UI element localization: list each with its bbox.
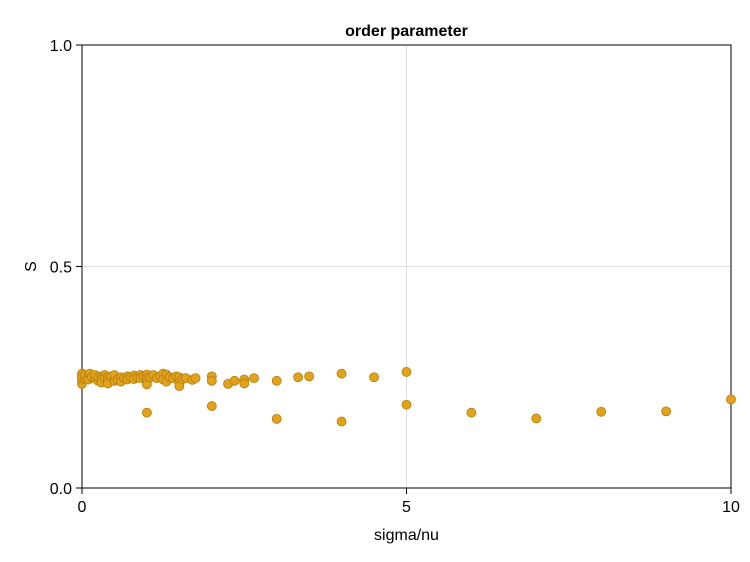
data-point bbox=[661, 406, 671, 417]
x-axis-label: sigma/nu bbox=[374, 527, 439, 544]
y-tick-label: 0.0 bbox=[50, 481, 72, 498]
data-point bbox=[249, 373, 259, 384]
data-point bbox=[141, 407, 152, 418]
grid-lines bbox=[82, 45, 731, 488]
y-axis-label: S bbox=[23, 261, 40, 272]
data-point bbox=[466, 407, 477, 418]
data-point bbox=[271, 413, 282, 424]
data-point bbox=[206, 401, 217, 411]
data-point bbox=[336, 416, 347, 427]
data-point bbox=[206, 375, 217, 386]
data-points bbox=[77, 367, 736, 427]
data-point bbox=[229, 375, 240, 386]
chart-title: order parameter bbox=[345, 23, 468, 40]
y-tick-label: 1.0 bbox=[50, 38, 72, 55]
data-point bbox=[401, 399, 412, 410]
data-point bbox=[369, 372, 379, 383]
data-point bbox=[271, 375, 282, 386]
data-point bbox=[293, 372, 304, 383]
x-tick-label: 5 bbox=[402, 499, 411, 516]
data-point bbox=[336, 368, 347, 379]
x-tick-label: 0 bbox=[78, 499, 87, 516]
data-point bbox=[401, 367, 412, 377]
data-point bbox=[596, 406, 607, 417]
y-tick-label: 0.5 bbox=[50, 260, 72, 277]
data-point bbox=[726, 394, 736, 405]
x-tick-label: 10 bbox=[722, 499, 740, 516]
data-point bbox=[239, 378, 250, 389]
data-point bbox=[190, 373, 201, 384]
axis-ticks: 0 5 10 0.0 0.5 1.0 bbox=[50, 38, 740, 516]
data-point bbox=[304, 371, 315, 382]
data-point bbox=[531, 413, 542, 424]
